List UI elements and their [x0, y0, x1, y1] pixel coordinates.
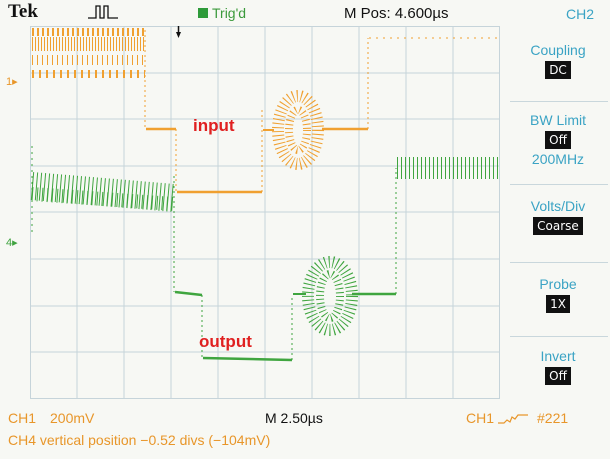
invert-menu-button[interactable]: Invert Off: [512, 348, 604, 385]
status-bar-top: Tek Trig'd M Pos: 4.600µs CH2: [0, 0, 610, 24]
invert-label: Invert: [540, 348, 576, 364]
rising-edge-trigger-icon: [497, 414, 528, 424]
trigger-status: Trig'd: [212, 5, 247, 21]
ch4-level-marker: 4▸: [6, 237, 18, 249]
acquisition-count: #221: [537, 410, 569, 426]
bw-limit-label: BW Limit: [530, 112, 586, 128]
probe-value: 1X: [546, 295, 570, 313]
volts-div-menu-button[interactable]: Volts/Div Coarse: [512, 198, 604, 235]
channel-menu-title: CH2: [566, 6, 595, 22]
ch1-scale-readout: CH1 200mV: [8, 410, 94, 426]
output-annotation: output: [199, 332, 252, 351]
bw-limit-menu-button[interactable]: BW Limit Off 200MHz: [512, 112, 604, 167]
menu-divider: [510, 262, 608, 263]
ch1-label: CH1: [8, 410, 37, 426]
probe-menu-button[interactable]: Probe 1X: [512, 276, 604, 313]
horizontal-position: M Pos: 4.600µs: [344, 5, 449, 22]
trigger-source: CH1: [466, 410, 528, 426]
ch4-trace: [30, 146, 500, 362]
graticule: [30, 26, 500, 399]
ch1-level-marker: 1▸: [6, 76, 18, 88]
ch1-trace: [32, 28, 500, 194]
bw-limit-sublabel: 200MHz: [531, 151, 585, 167]
coupling-label: Coupling: [530, 42, 586, 58]
volts-div-value: Coarse: [533, 217, 583, 235]
timebase-readout: M 2.50µs: [265, 410, 323, 426]
menu-divider: [510, 336, 608, 337]
probe-label: Probe: [539, 276, 577, 292]
menu-divider: [510, 184, 608, 185]
pulse-acquire-icon: [88, 5, 118, 19]
brand-logo: Tek: [8, 1, 38, 22]
volts-div-label: Volts/Div: [530, 198, 586, 214]
bw-limit-value: Off: [545, 131, 571, 149]
input-annotation: input: [193, 116, 235, 135]
ch1-volts-per-div: 200mV: [50, 410, 95, 426]
status-message: CH4 vertical position −0.52 divs (−104mV…: [8, 432, 271, 448]
invert-value: Off: [545, 367, 571, 385]
coupling-value: DC: [545, 61, 571, 79]
coupling-menu-button[interactable]: Coupling DC: [512, 42, 604, 79]
trigger-status-indicator: [198, 8, 208, 18]
waveform-display: [30, 26, 500, 399]
trigger-position-marker: [176, 26, 181, 38]
menu-divider: [510, 101, 608, 102]
trigger-source-label: CH1: [466, 410, 495, 426]
